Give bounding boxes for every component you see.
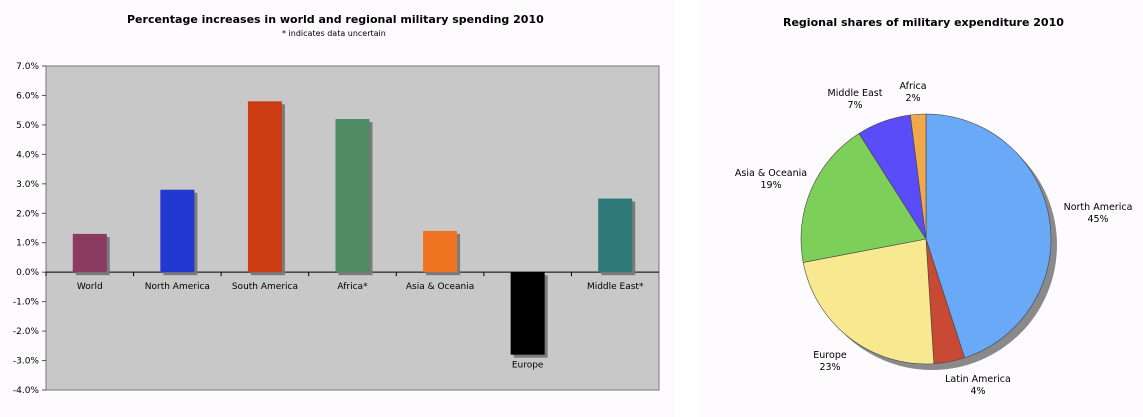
y-tick-label: -4.0%	[13, 386, 40, 396]
pie-label-asia-oceania: Asia & Oceania	[735, 168, 807, 179]
y-tick-label: 5.0%	[16, 121, 39, 131]
x-category-label: Asia & Oceania	[406, 282, 474, 292]
pie-label-north-america: North America	[1064, 202, 1133, 213]
pie-pct-latin-america: 4%	[970, 386, 985, 397]
y-tick-label: 4.0%	[16, 150, 39, 160]
x-category-label: North America	[145, 282, 210, 292]
pie-slice-asia-oceania	[800, 133, 927, 263]
x-category-label: Africa*	[337, 282, 368, 292]
y-tick-label: -1.0%	[13, 298, 40, 308]
y-tick-label: 6.0%	[16, 91, 39, 101]
pie-label-europe: Europe	[813, 350, 847, 361]
bar-asia-oceania	[423, 230, 458, 273]
bar-europe	[510, 272, 545, 355]
bar-africa	[335, 119, 370, 273]
y-tick-label: 1.0%	[16, 239, 39, 249]
pie-pct-middle-east: 7%	[847, 100, 862, 111]
y-tick-label: 2.0%	[16, 209, 39, 219]
y-tick-label: 0.0%	[16, 268, 39, 278]
x-category-label: South America	[232, 282, 298, 292]
pie-slice-africa	[909, 113, 927, 240]
pie-label-africa: Africa	[899, 81, 926, 92]
bar-chart: 7.0% 6.0% 5.0% 4.0% 3.0% 2.0% 1.0% 0.0% -1.0% -2.…	[13, 62, 660, 396]
y-tick-label: 7.0%	[16, 62, 39, 72]
pie-pct-africa: 2%	[905, 93, 920, 104]
x-category-label: World	[77, 282, 103, 292]
y-tick-label: -3.0%	[13, 357, 40, 367]
x-category-label: Europe	[512, 361, 544, 371]
bar-south-america	[247, 101, 282, 273]
pie-label-latin-america: Latin America	[945, 374, 1011, 385]
bar-north-america	[160, 189, 195, 273]
pie-pct-north-america: 45%	[1087, 214, 1108, 225]
pie-pct-asia-oceania: 19%	[760, 180, 781, 191]
pie-slice-europe	[802, 238, 935, 365]
bar-chart-title: Percentage increases in world and region…	[127, 13, 544, 26]
pie-pct-europe: 23%	[819, 362, 840, 373]
pie-chart-title: Regional shares of military expenditure …	[783, 16, 1064, 29]
x-category-label: Middle East*	[587, 282, 644, 292]
pie-chart-panel: Regional shares of military expenditure …	[700, 0, 1143, 417]
bar-chart-subtitle: * indicates data uncertain	[282, 29, 386, 38]
bar-chart-panel: Percentage increases in world and region…	[12, 13, 660, 396]
pie-label-middle-east: Middle East	[828, 88, 883, 99]
y-tick-label: 3.0%	[16, 180, 39, 190]
bar-middle-east	[598, 198, 633, 273]
pie-slice-north-america	[925, 113, 1052, 359]
bar-world	[72, 233, 107, 273]
y-tick-label: -2.0%	[13, 327, 40, 337]
